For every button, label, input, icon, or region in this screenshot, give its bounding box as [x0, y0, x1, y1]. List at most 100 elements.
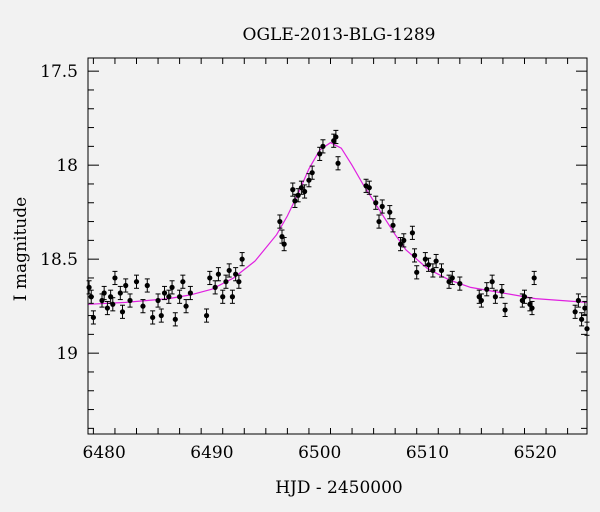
chart-title: OGLE-2013-BLG-1289 — [243, 25, 436, 45]
data-point — [425, 262, 432, 268]
data-point — [239, 256, 245, 262]
data-point — [376, 218, 382, 225]
data-point — [203, 312, 210, 319]
data-point — [110, 301, 116, 307]
model-curve — [87, 141, 588, 305]
data-point — [223, 279, 229, 285]
data-point — [582, 305, 588, 311]
data-point — [187, 290, 193, 296]
data-point — [519, 297, 525, 304]
data-point — [236, 279, 242, 285]
data-point — [166, 294, 172, 300]
data-point — [331, 138, 337, 144]
data-point — [220, 294, 226, 300]
data-point — [298, 185, 304, 191]
plot-frame — [87, 57, 588, 435]
data-point — [140, 303, 146, 309]
data-point — [155, 297, 161, 304]
data-point — [215, 271, 222, 277]
data-point — [123, 282, 129, 289]
y-tick-label: 19 — [56, 344, 78, 364]
data-point — [295, 192, 301, 198]
data-point — [430, 267, 436, 274]
data-point — [579, 316, 585, 322]
data-point — [86, 284, 92, 290]
data-point — [527, 301, 533, 307]
data-point — [446, 279, 452, 285]
data-point — [306, 177, 312, 183]
data-point — [212, 284, 218, 290]
x-axis-title: HJD - 2450000 — [275, 478, 403, 498]
data-point — [119, 309, 126, 315]
data-point — [373, 200, 379, 206]
data-point — [277, 218, 283, 225]
data-point — [317, 151, 323, 157]
data-point — [207, 275, 213, 281]
data-point — [144, 282, 150, 289]
data-point — [390, 222, 396, 228]
data-point — [397, 241, 404, 247]
data-point — [290, 187, 296, 193]
data-point — [226, 267, 232, 274]
data-point — [492, 294, 498, 300]
y-axis-title: I magnitude — [11, 197, 31, 301]
data-point — [572, 309, 578, 315]
data-point — [229, 294, 236, 300]
data-point — [150, 314, 156, 321]
data-point — [499, 288, 505, 294]
data-point — [409, 230, 416, 236]
y-tick-label: 18.5 — [40, 250, 78, 270]
x-tick-label: 6520 — [514, 443, 557, 463]
x-tick-label: 6490 — [190, 443, 233, 463]
data-point — [309, 170, 315, 176]
x-tick-label: 6510 — [406, 443, 449, 463]
data-point — [411, 252, 418, 258]
plot-area: 6480 6490 6500 6510 6520 17.5 18 18.5 19 — [40, 58, 590, 463]
data-point — [387, 209, 393, 215]
x-tick-label: 6500 — [298, 443, 341, 463]
y-tick-label: 17.5 — [40, 62, 78, 82]
data-point — [422, 256, 428, 262]
data-point — [433, 258, 439, 264]
data-point — [158, 312, 164, 319]
data-point — [438, 267, 445, 274]
data-point — [449, 275, 455, 281]
data-point — [335, 160, 341, 166]
data-point — [521, 294, 528, 300]
data-point — [88, 294, 94, 300]
data-point — [302, 188, 308, 195]
data-point — [90, 314, 96, 321]
data-point — [169, 284, 175, 290]
data-point — [101, 290, 107, 296]
data-point — [457, 281, 463, 287]
data-point — [161, 290, 168, 296]
data-point — [172, 316, 178, 322]
data-point — [183, 303, 189, 309]
data-point — [292, 198, 298, 204]
data-point — [575, 297, 581, 304]
data-point — [320, 143, 326, 149]
data-point — [502, 307, 508, 313]
data-point — [104, 305, 110, 311]
data-point — [333, 134, 339, 140]
y-tick-label: 18 — [56, 156, 78, 176]
data-point — [177, 294, 183, 300]
data-point — [366, 185, 372, 191]
data-point — [117, 290, 123, 296]
data-point — [281, 241, 287, 247]
data-point — [379, 203, 385, 210]
data-point — [529, 305, 535, 311]
data-point — [401, 237, 407, 243]
data-point — [133, 279, 140, 285]
data-point — [233, 271, 239, 277]
data-point — [484, 286, 490, 292]
data-point — [127, 297, 133, 304]
data-point — [531, 275, 537, 281]
data-point — [180, 279, 186, 285]
data-point — [478, 297, 484, 304]
data-point — [489, 279, 495, 285]
data-point — [476, 294, 482, 300]
data-point — [112, 275, 118, 281]
x-tick-label: 6480 — [83, 443, 126, 463]
